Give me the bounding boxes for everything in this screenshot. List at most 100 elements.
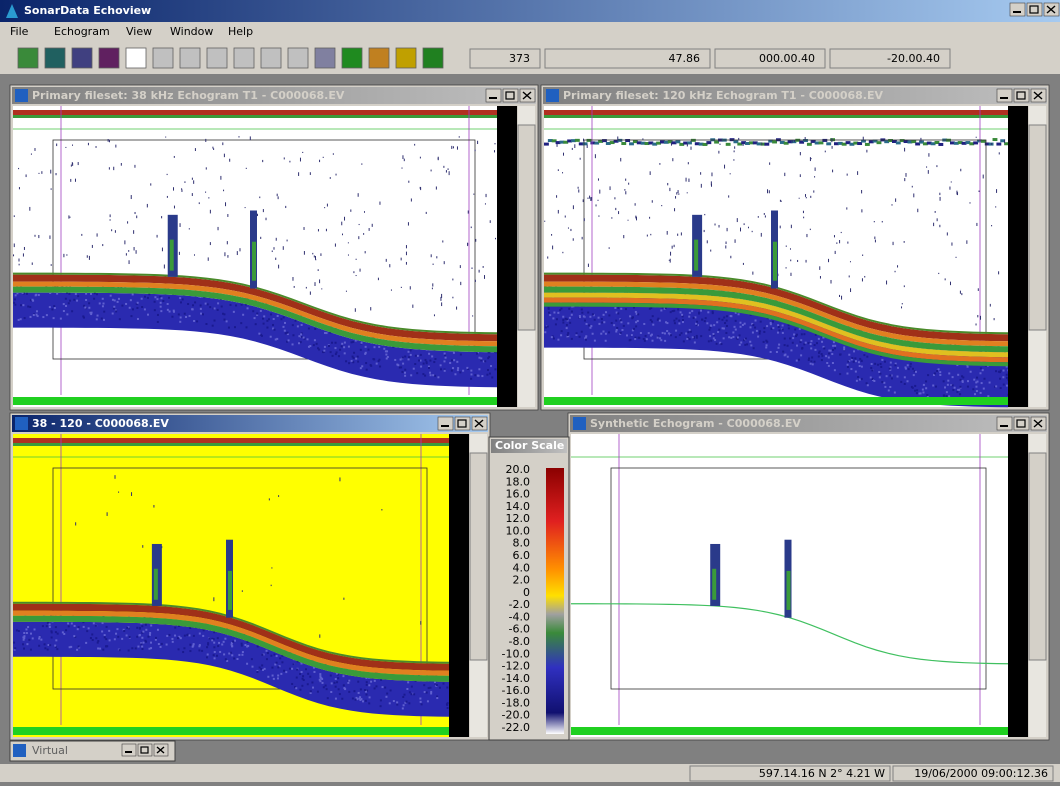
toolbar-button[interactable] — [153, 48, 173, 68]
toolbar-button[interactable] — [99, 48, 119, 68]
noise — [284, 157, 285, 159]
noise — [928, 153, 929, 157]
window-max-button[interactable] — [503, 89, 518, 102]
noise — [238, 654, 240, 656]
toolbar-button[interactable] — [315, 48, 335, 68]
noise — [72, 145, 73, 146]
menu-item[interactable]: View — [126, 25, 152, 38]
noise — [357, 361, 359, 363]
noise — [993, 138, 998, 141]
noise — [113, 167, 114, 170]
noise — [744, 323, 746, 325]
window-min-button[interactable] — [438, 417, 453, 430]
noise — [605, 333, 607, 335]
fish-school — [252, 242, 256, 281]
noise — [617, 307, 619, 309]
noise — [798, 359, 800, 361]
noise — [147, 314, 149, 316]
noise — [221, 643, 223, 645]
noise — [279, 657, 281, 659]
noise — [479, 270, 480, 273]
noise — [109, 639, 111, 641]
noise — [200, 308, 202, 310]
noise — [841, 296, 842, 300]
toolbar-button[interactable] — [18, 48, 38, 68]
toolbar-button[interactable] — [207, 48, 227, 68]
noise — [770, 322, 772, 324]
toolbar-button[interactable] — [423, 48, 443, 68]
noise — [218, 227, 219, 230]
window-max-button[interactable] — [1014, 89, 1029, 102]
noise — [585, 339, 587, 341]
noise — [960, 291, 961, 294]
window-max-button[interactable] — [1014, 417, 1029, 430]
window-max-button[interactable] — [1027, 3, 1042, 16]
window-min-button[interactable] — [997, 89, 1012, 102]
noise — [670, 311, 672, 313]
noise — [856, 380, 858, 382]
window-min-button[interactable] — [486, 89, 501, 102]
noise — [691, 147, 692, 150]
menu-item[interactable]: File — [10, 25, 29, 38]
toolbar-button[interactable] — [369, 48, 389, 68]
noise — [237, 251, 238, 255]
toolbar-button[interactable] — [288, 48, 308, 68]
noise — [588, 264, 589, 267]
noise — [68, 215, 69, 218]
noise — [70, 179, 71, 182]
window-min-button[interactable] — [1010, 3, 1025, 16]
noise — [967, 366, 969, 368]
noise — [980, 392, 982, 394]
noise — [107, 512, 108, 516]
toolbar-button[interactable] — [72, 48, 92, 68]
toolbar-button[interactable] — [342, 48, 362, 68]
noise — [381, 509, 382, 510]
noise — [615, 330, 617, 332]
scroll-thumb[interactable] — [1029, 453, 1046, 660]
noise — [187, 303, 189, 305]
noise — [691, 310, 693, 312]
toolbar-button[interactable] — [126, 48, 146, 68]
noise — [150, 183, 151, 185]
noise — [926, 166, 927, 167]
toolbar-button[interactable] — [45, 48, 65, 68]
noise — [305, 668, 307, 670]
noise — [158, 643, 160, 645]
scroll-thumb[interactable] — [1029, 125, 1046, 330]
surface-band — [544, 115, 1008, 118]
noise — [445, 357, 447, 359]
color-scale-label: -8.0 — [509, 635, 530, 648]
noise — [995, 385, 997, 387]
toolbar-button[interactable] — [396, 48, 416, 68]
color-scale-label: 8.0 — [513, 537, 531, 550]
scroll-thumb[interactable] — [518, 125, 535, 330]
noise — [647, 235, 648, 237]
noise — [142, 642, 144, 644]
toolbar-button[interactable] — [234, 48, 254, 68]
noise — [962, 381, 964, 383]
window-max-button[interactable] — [455, 417, 470, 430]
window-min-button[interactable] — [997, 417, 1012, 430]
window-min-button[interactable] — [122, 744, 136, 756]
noise — [266, 218, 267, 221]
window-max-button[interactable] — [138, 744, 152, 756]
scroll-thumb[interactable] — [470, 453, 487, 660]
noise — [278, 196, 279, 199]
noise — [405, 701, 407, 703]
noise — [620, 332, 622, 334]
noise — [800, 354, 802, 356]
menu-item[interactable]: Help — [228, 25, 253, 38]
noise — [575, 139, 580, 142]
toolbar-button[interactable] — [180, 48, 200, 68]
noise — [911, 386, 913, 388]
noise — [189, 315, 191, 317]
noise — [318, 229, 319, 231]
noise — [710, 325, 712, 327]
toolbar-button[interactable] — [261, 48, 281, 68]
menu-item[interactable]: Window — [170, 25, 213, 38]
noise — [449, 362, 451, 364]
noise — [688, 179, 689, 182]
window-icon — [15, 417, 28, 430]
noise — [848, 354, 850, 356]
menu-item[interactable]: Echogram — [54, 25, 110, 38]
